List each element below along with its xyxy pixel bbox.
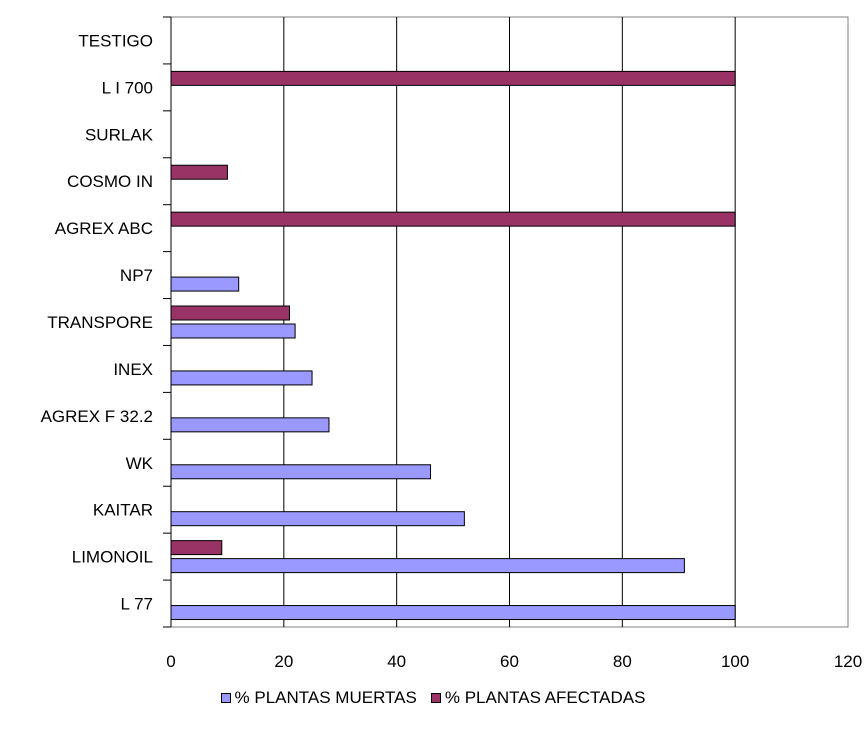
x-tick-label-60: 60 [500, 652, 519, 671]
bar-muertas-7 [170, 276, 240, 292]
y-tick-label-9: COSMO IN [67, 172, 153, 191]
y-tick-label-6: TRANSPORE [47, 313, 153, 332]
legend-label-muertas: % PLANTAS MUERTAS [234, 688, 417, 707]
x-tick-label-0: 0 [166, 652, 175, 671]
bar-muertas-4 [170, 417, 330, 433]
bar-muertas-0 [170, 605, 736, 621]
bar-muertas-6 [170, 323, 296, 339]
y-tick-label-5: INEX [113, 360, 153, 379]
legend-swatch-afectadas [430, 693, 441, 703]
bar-muertas-5 [170, 370, 313, 386]
y-tick-label-0: L 77 [121, 595, 153, 614]
bar-afectadas-11 [170, 70, 736, 86]
bar-afectadas-9 [170, 164, 228, 180]
tick-labels: L 77 LIMONOIL KAITAR WK AGREX F 32.2 INEX TRAN… [41, 31, 863, 671]
bar-muertas-1 [170, 558, 685, 574]
legend-swatch-muertas [220, 693, 231, 703]
y-tick-label-2: KAITAR [93, 501, 153, 520]
x-tick-label-100: 100 [721, 652, 749, 671]
y-tick-label-8: AGREX ABC [55, 219, 153, 238]
axes [163, 16, 172, 628]
x-tick-label-120: 120 [834, 652, 862, 671]
legend-item-muertas: % PLANTAS MUERTAS [220, 688, 417, 708]
bar-muertas-2 [170, 511, 465, 527]
bar-afectadas-1 [170, 540, 223, 556]
y-tick-label-4: AGREX F 32.2 [41, 407, 153, 426]
bar-muertas-3 [170, 464, 432, 480]
y-tick-label-1: LIMONOIL [72, 548, 153, 567]
x-tick-label-20: 20 [274, 652, 293, 671]
legend-item-afectadas: % PLANTAS AFECTADAS [430, 688, 646, 708]
legend: % PLANTAS MUERTAS % PLANTAS AFECTADAS [0, 683, 866, 713]
x-tick-label-40: 40 [387, 652, 406, 671]
bars [170, 70, 736, 621]
y-tick-label-7: NP7 [120, 266, 153, 285]
bar-afectadas-6 [170, 305, 290, 321]
y-tick-label-11: L I 700 [102, 78, 153, 97]
x-tick-label-80: 80 [613, 652, 632, 671]
bar-afectadas-8 [170, 211, 736, 227]
legend-label-afectadas: % PLANTAS AFECTADAS [444, 688, 646, 707]
y-tick-label-12: TESTIGO [78, 31, 153, 50]
y-tick-label-10: SURLAK [85, 125, 154, 144]
y-tick-label-3: WK [126, 454, 154, 473]
